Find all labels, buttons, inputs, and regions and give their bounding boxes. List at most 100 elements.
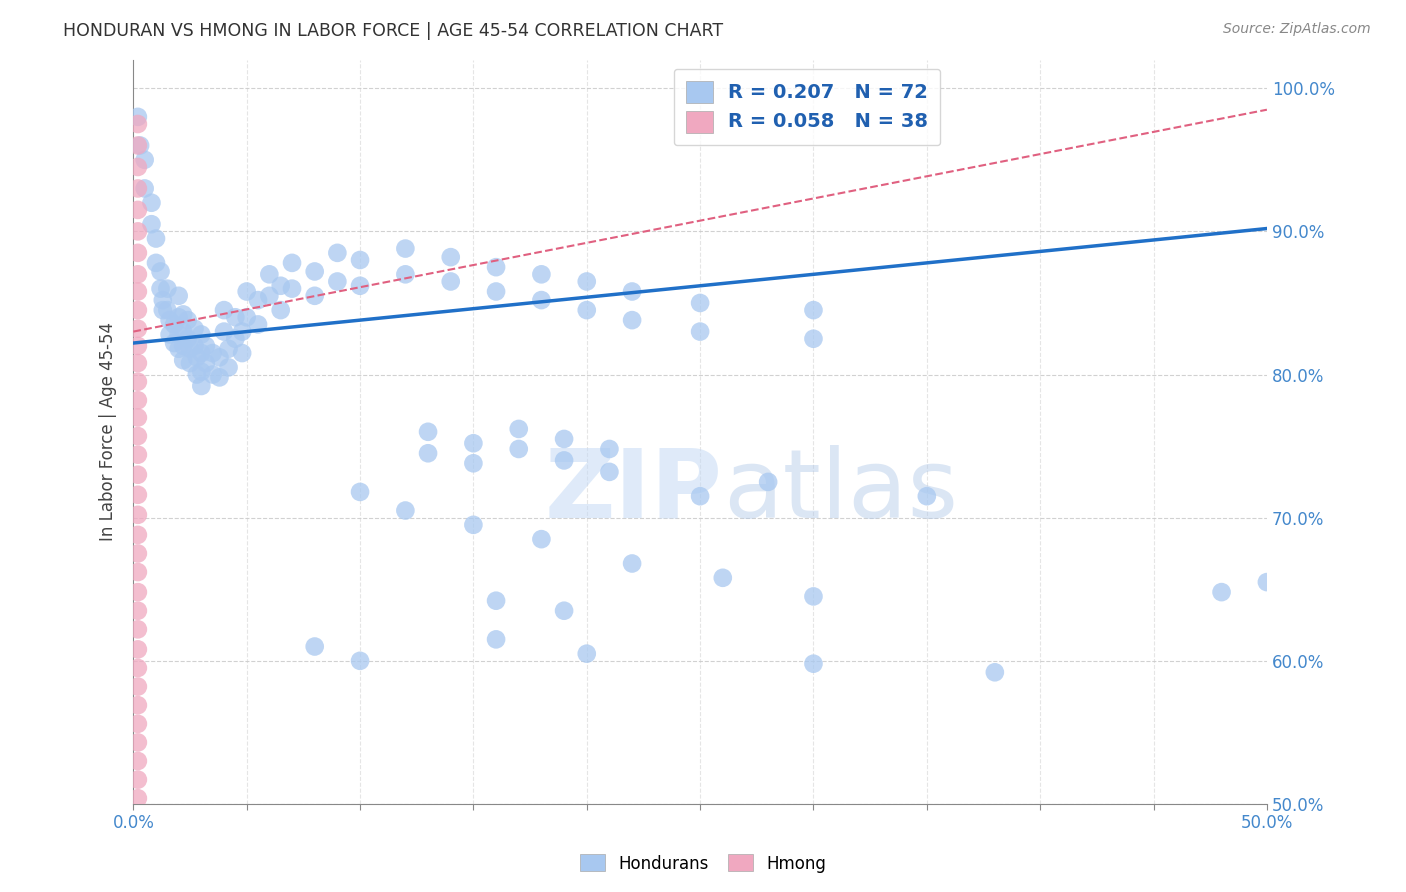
Point bbox=[463, 436, 485, 450]
Point bbox=[218, 360, 240, 375]
Point bbox=[508, 442, 530, 456]
Point bbox=[231, 346, 253, 360]
Point bbox=[575, 647, 598, 661]
Point bbox=[127, 410, 149, 425]
Legend: R = 0.207   N = 72, R = 0.058   N = 38: R = 0.207 N = 72, R = 0.058 N = 38 bbox=[673, 69, 941, 145]
Point bbox=[152, 293, 174, 307]
Point bbox=[127, 224, 149, 238]
Point bbox=[621, 313, 644, 327]
Point bbox=[127, 735, 149, 749]
Point bbox=[156, 303, 179, 318]
Point bbox=[127, 375, 149, 389]
Text: Source: ZipAtlas.com: Source: ZipAtlas.com bbox=[1223, 22, 1371, 37]
Point bbox=[127, 528, 149, 542]
Point bbox=[463, 517, 485, 532]
Point bbox=[530, 532, 553, 546]
Point bbox=[127, 698, 149, 713]
Point bbox=[915, 489, 938, 503]
Point bbox=[621, 285, 644, 299]
Point bbox=[159, 327, 181, 342]
Point bbox=[186, 368, 208, 382]
Point bbox=[127, 546, 149, 560]
Point bbox=[127, 245, 149, 260]
Point bbox=[127, 467, 149, 482]
Point bbox=[235, 310, 257, 325]
Legend: Hondurans, Hmong: Hondurans, Hmong bbox=[572, 847, 834, 880]
Point bbox=[756, 475, 779, 489]
Point bbox=[326, 245, 349, 260]
Point bbox=[127, 429, 149, 443]
Point bbox=[621, 557, 644, 571]
Point bbox=[190, 327, 212, 342]
Point bbox=[127, 772, 149, 787]
Point bbox=[553, 453, 575, 467]
Point bbox=[127, 339, 149, 353]
Point bbox=[326, 275, 349, 289]
Point bbox=[127, 623, 149, 637]
Point bbox=[259, 289, 281, 303]
Point bbox=[167, 289, 190, 303]
Point bbox=[177, 313, 200, 327]
Point bbox=[485, 260, 508, 275]
Point bbox=[416, 446, 439, 460]
Point bbox=[190, 365, 212, 379]
Point bbox=[172, 353, 194, 368]
Point bbox=[416, 425, 439, 439]
Point bbox=[190, 379, 212, 393]
Point bbox=[485, 285, 508, 299]
Point bbox=[575, 275, 598, 289]
Point bbox=[224, 310, 246, 325]
Point bbox=[598, 465, 620, 479]
Point bbox=[127, 488, 149, 502]
Point bbox=[485, 593, 508, 607]
Point bbox=[127, 285, 149, 299]
Point bbox=[127, 356, 149, 370]
Point bbox=[177, 332, 200, 346]
Point bbox=[803, 657, 825, 671]
Point bbox=[208, 351, 231, 365]
Text: atlas: atlas bbox=[723, 445, 957, 538]
Point bbox=[803, 590, 825, 604]
Point bbox=[1211, 585, 1233, 599]
Point bbox=[156, 282, 179, 296]
Point bbox=[231, 325, 253, 339]
Point bbox=[127, 138, 149, 153]
Point bbox=[186, 351, 208, 365]
Point bbox=[134, 181, 156, 195]
Point bbox=[167, 310, 190, 325]
Point bbox=[212, 303, 235, 318]
Point bbox=[711, 571, 734, 585]
Point bbox=[183, 322, 205, 336]
Point bbox=[159, 313, 181, 327]
Point bbox=[129, 138, 152, 153]
Point bbox=[163, 318, 186, 332]
Point bbox=[689, 489, 711, 503]
Point bbox=[304, 289, 326, 303]
Point bbox=[127, 585, 149, 599]
Point bbox=[201, 346, 224, 360]
Point bbox=[127, 508, 149, 522]
Point bbox=[179, 342, 201, 356]
Point bbox=[440, 275, 463, 289]
Point bbox=[281, 256, 304, 270]
Point bbox=[127, 181, 149, 195]
Point bbox=[212, 325, 235, 339]
Point bbox=[349, 278, 371, 293]
Point bbox=[394, 503, 416, 517]
Point bbox=[194, 339, 217, 353]
Point bbox=[127, 322, 149, 336]
Point bbox=[281, 282, 304, 296]
Point bbox=[208, 370, 231, 384]
Point bbox=[485, 632, 508, 647]
Point bbox=[172, 307, 194, 321]
Point bbox=[152, 303, 174, 318]
Point bbox=[803, 303, 825, 318]
Point bbox=[127, 448, 149, 462]
Point bbox=[689, 296, 711, 310]
Point bbox=[304, 640, 326, 654]
Point bbox=[247, 293, 270, 307]
Point bbox=[167, 342, 190, 356]
Point bbox=[689, 325, 711, 339]
Point bbox=[127, 791, 149, 805]
Point bbox=[127, 811, 149, 825]
